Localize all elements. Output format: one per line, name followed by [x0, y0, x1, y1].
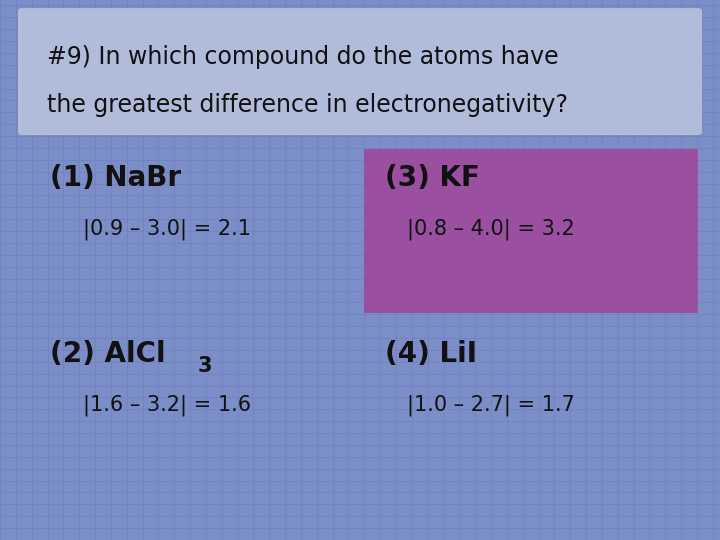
- Text: #9) In which compound do the atoms have: #9) In which compound do the atoms have: [47, 45, 559, 69]
- Text: the greatest difference in electronegativity?: the greatest difference in electronegati…: [47, 93, 568, 117]
- Text: (3) KF: (3) KF: [385, 164, 480, 192]
- Text: |0.9 – 3.0| = 2.1: |0.9 – 3.0| = 2.1: [83, 219, 251, 240]
- Text: 3: 3: [198, 355, 212, 376]
- Text: |1.6 – 3.2| = 1.6: |1.6 – 3.2| = 1.6: [83, 394, 251, 416]
- Text: (1) NaBr: (1) NaBr: [50, 164, 181, 192]
- FancyBboxPatch shape: [364, 148, 698, 313]
- Text: (4) LiI: (4) LiI: [385, 340, 477, 368]
- FancyBboxPatch shape: [18, 8, 702, 135]
- Text: (2) AlCl: (2) AlCl: [50, 340, 166, 368]
- Text: |0.8 – 4.0| = 3.2: |0.8 – 4.0| = 3.2: [407, 219, 575, 240]
- Text: |1.0 – 2.7| = 1.7: |1.0 – 2.7| = 1.7: [407, 394, 575, 416]
